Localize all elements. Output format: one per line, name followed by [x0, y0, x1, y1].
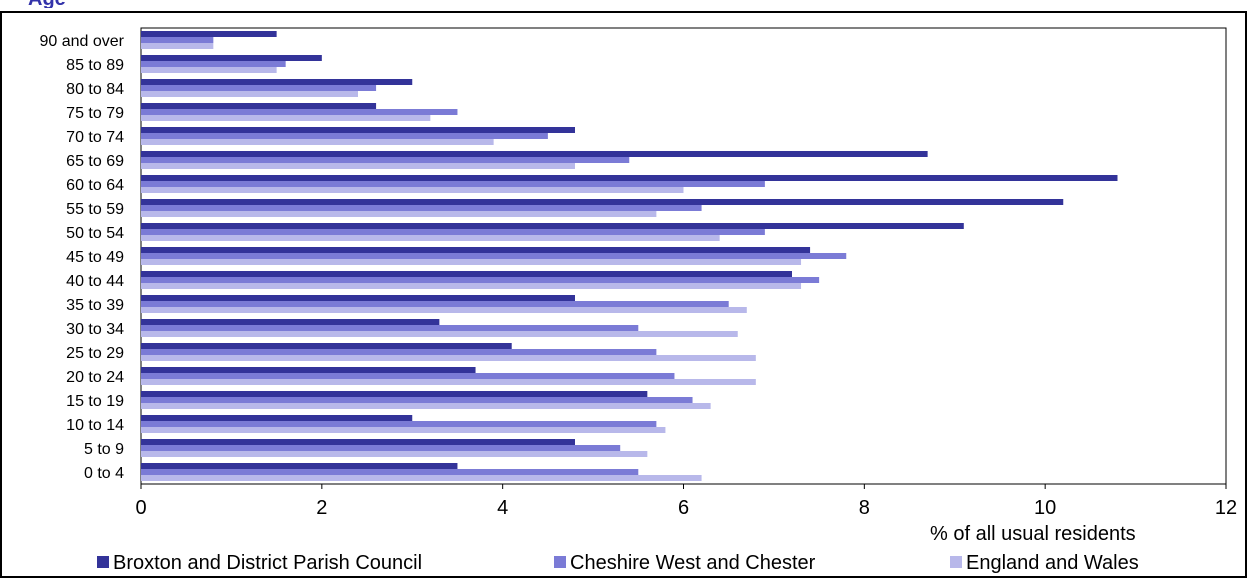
- bar-2-16: [141, 397, 693, 403]
- category-label: 35 to 39: [66, 297, 124, 314]
- bar-3-2: [141, 67, 277, 73]
- bar-1-11: [141, 271, 792, 277]
- bar-3-8: [141, 211, 657, 217]
- bar-2-14: [141, 349, 657, 355]
- bar-3-14: [141, 355, 756, 361]
- x-tick-label: 6: [678, 497, 689, 519]
- legend: Broxton and District Parish Council Chesh…: [97, 552, 1139, 574]
- category-label: 90 and over: [39, 33, 124, 50]
- category-label: 0 to 4: [84, 465, 124, 482]
- bar-3-4: [141, 115, 431, 121]
- bar-2-15: [141, 373, 675, 379]
- bar-3-10: [141, 259, 802, 265]
- bar-1-6: [141, 151, 928, 157]
- bar-1-4: [141, 103, 377, 109]
- bar-1-12: [141, 295, 575, 301]
- bar-2-11: [141, 277, 820, 283]
- legend-label: England and Wales: [966, 552, 1139, 574]
- category-label: 40 to 44: [66, 273, 124, 290]
- bar-2-6: [141, 157, 630, 163]
- bar-2-1: [141, 37, 214, 43]
- bar-2-12: [141, 301, 729, 307]
- bar-3-5: [141, 139, 494, 145]
- bar-3-11: [141, 283, 802, 289]
- category-label: 75 to 79: [66, 105, 124, 122]
- bar-2-9: [141, 229, 765, 235]
- bar-3-17: [141, 427, 666, 433]
- bar-2-13: [141, 325, 639, 331]
- bar-1-17: [141, 415, 413, 421]
- category-label: 10 to 14: [66, 417, 124, 434]
- category-label: 25 to 29: [66, 345, 124, 362]
- bar-1-14: [141, 343, 512, 349]
- bar-1-15: [141, 367, 476, 373]
- bar-1-9: [141, 223, 964, 229]
- category-label: 55 to 59: [66, 201, 124, 218]
- bar-2-4: [141, 109, 458, 115]
- legend-swatch: [97, 556, 109, 568]
- bars-group: [141, 31, 1118, 481]
- x-tick-label: 2: [316, 497, 327, 519]
- bar-2-18: [141, 445, 621, 451]
- bar-3-1: [141, 43, 214, 49]
- x-tick-label: 8: [859, 497, 870, 519]
- x-tick-label: 12: [1215, 497, 1237, 519]
- x-tick-label: 4: [497, 497, 508, 519]
- category-label: 20 to 24: [66, 369, 124, 386]
- x-tick-label: 0: [135, 497, 146, 519]
- category-label: 65 to 69: [66, 153, 124, 170]
- bar-3-18: [141, 451, 648, 457]
- bar-3-16: [141, 403, 711, 409]
- category-label: 70 to 74: [66, 129, 124, 146]
- category-label: 85 to 89: [66, 57, 124, 74]
- bar-1-7: [141, 175, 1118, 181]
- category-label: 45 to 49: [66, 249, 124, 266]
- bar-1-16: [141, 391, 648, 397]
- bar-2-19: [141, 469, 639, 475]
- bar-1-10: [141, 247, 811, 253]
- legend-swatch: [950, 556, 962, 568]
- bar-2-8: [141, 205, 702, 211]
- bar-1-5: [141, 127, 575, 133]
- category-label: 15 to 19: [66, 393, 124, 410]
- category-labels: 90 and over 85 to 89 80 to 84 75 to 79 70 to…: [39, 33, 124, 482]
- bar-3-19: [141, 475, 702, 481]
- chart-title: Age: [28, 0, 66, 8]
- bar-2-5: [141, 133, 548, 139]
- bar-1-13: [141, 319, 440, 325]
- category-label: 30 to 34: [66, 321, 124, 338]
- legend-swatch: [554, 556, 566, 568]
- bar-2-7: [141, 181, 765, 187]
- category-label: 60 to 64: [66, 177, 124, 194]
- category-label: 5 to 9: [84, 441, 124, 458]
- bar-1-2: [141, 55, 322, 61]
- bar-3-6: [141, 163, 575, 169]
- x-tick-labels: 0 2 4 6 8 10 12: [135, 484, 1237, 519]
- x-tick-label: 10: [1034, 497, 1056, 519]
- bar-2-17: [141, 421, 657, 427]
- bar-3-12: [141, 307, 747, 313]
- bar-3-9: [141, 235, 720, 241]
- bar-3-13: [141, 331, 738, 337]
- bar-1-8: [141, 199, 1064, 205]
- bar-2-2: [141, 61, 286, 67]
- category-label: 80 to 84: [66, 81, 124, 98]
- bar-1-1: [141, 31, 277, 37]
- bar-1-3: [141, 79, 413, 85]
- x-axis-label: % of all usual residents: [930, 523, 1136, 545]
- bar-1-19: [141, 463, 458, 469]
- bar-2-10: [141, 253, 847, 259]
- legend-label: Broxton and District Parish Council: [113, 552, 422, 574]
- bar-1-18: [141, 439, 575, 445]
- category-label: 50 to 54: [66, 225, 124, 242]
- bar-3-15: [141, 379, 756, 385]
- bar-3-7: [141, 187, 684, 193]
- legend-label: Cheshire West and Chester: [570, 552, 816, 574]
- bar-2-3: [141, 85, 377, 91]
- bar-3-3: [141, 91, 358, 97]
